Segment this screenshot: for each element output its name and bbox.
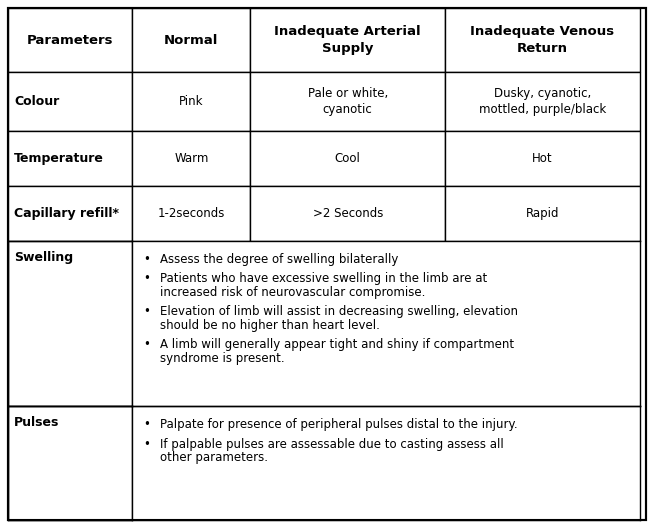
Text: increased risk of neurovascular compromise.: increased risk of neurovascular compromi… (160, 286, 426, 299)
Text: syndrome is present.: syndrome is present. (160, 352, 285, 365)
Text: Inadequate Venous
Return: Inadequate Venous Return (470, 25, 614, 55)
Text: •: • (143, 272, 150, 285)
Text: 1-2seconds: 1-2seconds (158, 207, 225, 220)
Bar (8, 72, 132, 131)
Bar (132, 8, 250, 72)
Text: Pink: Pink (179, 95, 203, 108)
Text: Rapid: Rapid (526, 207, 559, 220)
Bar (250, 131, 445, 186)
Text: Pale or white,
cyanotic: Pale or white, cyanotic (307, 87, 388, 116)
Text: Warm: Warm (174, 152, 209, 165)
Text: >2 Seconds: >2 Seconds (313, 207, 383, 220)
Text: •: • (143, 305, 150, 318)
Text: should be no higher than heart level.: should be no higher than heart level. (160, 319, 380, 332)
Bar (445, 131, 640, 186)
Text: •: • (143, 338, 150, 351)
Text: Normal: Normal (164, 34, 218, 46)
Bar (132, 72, 250, 131)
Text: A limb will generally appear tight and shiny if compartment: A limb will generally appear tight and s… (160, 338, 515, 351)
Text: Patients who have excessive swelling in the limb are at: Patients who have excessive swelling in … (160, 272, 488, 285)
Bar (8, 407, 132, 520)
Bar (8, 186, 132, 241)
Text: Elevation of limb will assist in decreasing swelling, elevation: Elevation of limb will assist in decreas… (160, 305, 519, 318)
Text: Hot: Hot (532, 152, 553, 165)
Text: Inadequate Arterial
Supply: Inadequate Arterial Supply (275, 25, 421, 55)
Text: Swelling: Swelling (14, 251, 73, 264)
Bar (445, 186, 640, 241)
Bar (8, 131, 132, 186)
Text: Capillary refill*: Capillary refill* (14, 207, 119, 220)
Bar (445, 72, 640, 131)
Text: Temperature: Temperature (14, 152, 104, 165)
Bar (132, 241, 640, 407)
Text: •: • (143, 253, 150, 266)
Bar (250, 72, 445, 131)
Text: Cool: Cool (335, 152, 360, 165)
Text: Dusky, cyanotic,
mottled, purple/black: Dusky, cyanotic, mottled, purple/black (479, 87, 606, 116)
Text: Assess the degree of swelling bilaterally: Assess the degree of swelling bilaterall… (160, 253, 399, 266)
Text: other parameters.: other parameters. (160, 451, 268, 465)
Bar (8, 241, 132, 407)
Bar (132, 186, 250, 241)
Bar (8, 8, 132, 72)
Text: Palpate for presence of peripheral pulses distal to the injury.: Palpate for presence of peripheral pulse… (160, 418, 518, 431)
Text: Colour: Colour (14, 95, 60, 108)
Text: •: • (143, 438, 150, 451)
Bar (250, 186, 445, 241)
Bar (250, 8, 445, 72)
Bar (132, 407, 640, 520)
Bar (132, 131, 250, 186)
Text: Parameters: Parameters (27, 34, 113, 46)
Text: Pulses: Pulses (14, 417, 60, 429)
Text: If palpable pulses are assessable due to casting assess all: If palpable pulses are assessable due to… (160, 438, 504, 451)
Bar (445, 8, 640, 72)
Text: •: • (143, 418, 150, 431)
